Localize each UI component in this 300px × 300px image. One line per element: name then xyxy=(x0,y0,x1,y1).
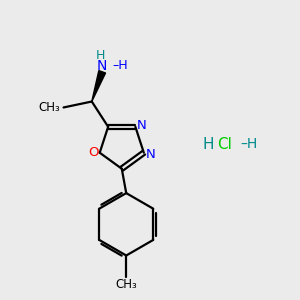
Text: N: N xyxy=(136,119,146,132)
Polygon shape xyxy=(92,70,106,101)
Text: H: H xyxy=(96,49,105,62)
Text: N: N xyxy=(97,59,107,73)
Text: –H: –H xyxy=(112,59,128,72)
Text: H: H xyxy=(202,136,214,152)
Text: CH₃: CH₃ xyxy=(115,278,137,291)
Text: Cl: Cl xyxy=(217,136,232,152)
Text: O: O xyxy=(88,146,98,159)
Text: –H: –H xyxy=(241,137,258,151)
Text: N: N xyxy=(146,148,155,161)
Text: CH₃: CH₃ xyxy=(39,101,61,114)
